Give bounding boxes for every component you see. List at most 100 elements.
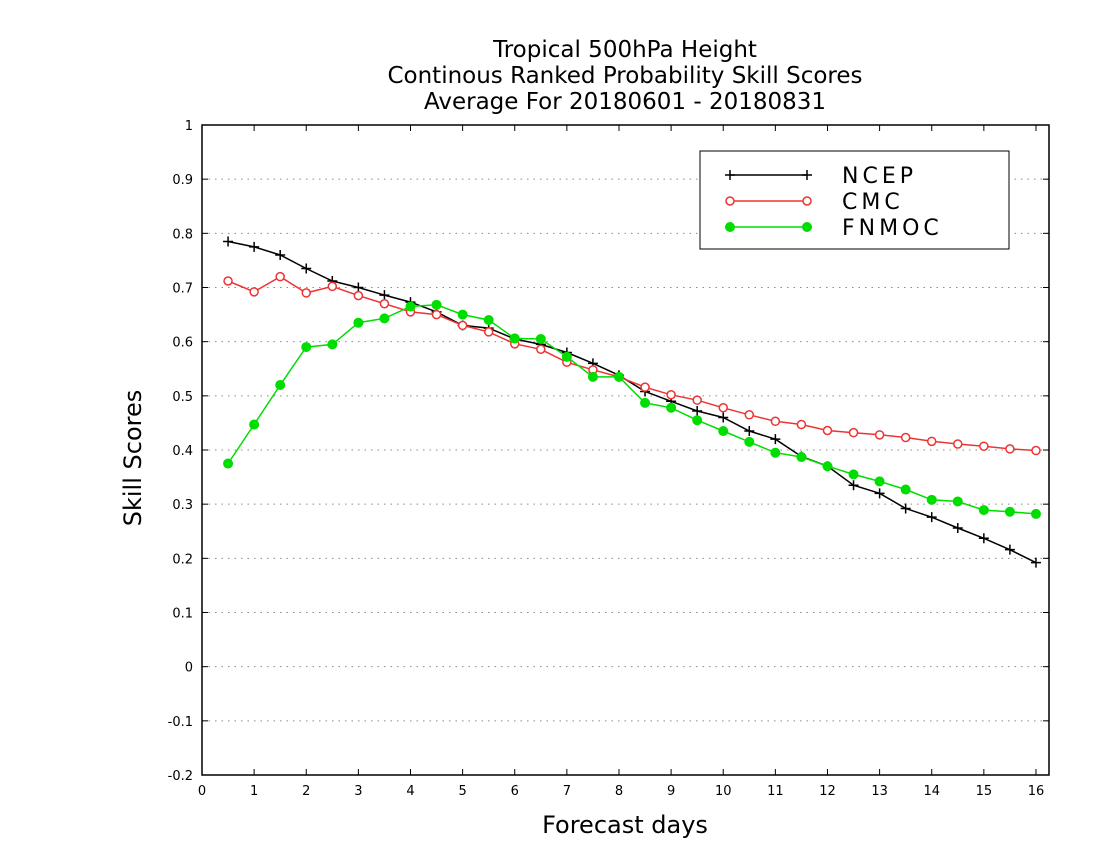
- data-point-fnmoc: [692, 415, 703, 426]
- y-tick-label: 0.1: [172, 607, 193, 622]
- data-point-fnmoc: [874, 476, 885, 487]
- data-point-ncep: [952, 523, 963, 533]
- data-point-cmc: [483, 327, 494, 337]
- data-point-cmc: [692, 395, 702, 405]
- data-point-ncep: [926, 512, 937, 523]
- data-point-fnmoc: [978, 505, 989, 516]
- data-point-cmc: [457, 320, 468, 331]
- series-ncep: [223, 236, 1041, 568]
- x-tick-label: 1: [250, 784, 258, 799]
- data-point-cmc: [979, 441, 989, 451]
- data-point-cmc: [718, 403, 728, 413]
- x-tick-label: 6: [511, 784, 519, 799]
- data-point-ncep: [874, 488, 885, 499]
- x-tick-label: 0: [198, 784, 206, 799]
- x-axis: 0 1 2 3 4 5 6 7 8 9 10 11 12 13 14 15 16: [198, 125, 1044, 799]
- data-point-fnmoc: [509, 333, 520, 344]
- data-point-fnmoc: [457, 309, 468, 320]
- legend-box: [699, 150, 1010, 250]
- data-point-cmc: [874, 430, 885, 440]
- data-point-fnmoc: [640, 397, 651, 408]
- x-tick-label: 3: [354, 784, 362, 799]
- data-point-fnmoc: [483, 315, 494, 325]
- data-point-cmc: [770, 416, 781, 427]
- data-point-cmc: [275, 271, 285, 282]
- data-point-ncep: [249, 241, 260, 252]
- data-point-fnmoc: [431, 299, 442, 310]
- y-tick-label: 0.5: [172, 390, 193, 405]
- y-tick-label: 0.3: [172, 498, 193, 513]
- y-tick-label: 0.6: [172, 336, 193, 351]
- grid: [202, 178, 1049, 722]
- y-tick-label: -0.2: [168, 769, 193, 784]
- data-point-ncep: [770, 434, 781, 445]
- data-point-fnmoc: [223, 458, 234, 469]
- data-point-cmc: [1005, 444, 1015, 454]
- legend-label-cmc: CMC: [842, 190, 904, 215]
- data-point-fnmoc: [613, 371, 624, 382]
- data-point-cmc: [223, 276, 233, 286]
- data-point-ncep: [900, 503, 911, 514]
- series-line-cmc: [227, 275, 1037, 452]
- x-axis-label: Forecast days: [542, 811, 708, 839]
- y-tick-label: 1: [185, 119, 193, 134]
- y-axis: -0.2 -0.1 0 0.1 0.2 0.3 0.4 0.5 0.6 0.7 0.8 0.9 1: [168, 119, 1049, 784]
- data-point-cmc: [666, 390, 676, 400]
- series-fnmoc: [223, 299, 1041, 519]
- data-point-ncep: [848, 480, 859, 491]
- data-point-fnmoc: [1030, 508, 1041, 519]
- data-point-ncep: [301, 263, 312, 274]
- data-point-fnmoc: [744, 436, 755, 447]
- data-point-fnmoc: [1004, 506, 1015, 517]
- data-point-cmc: [536, 344, 546, 354]
- data-point-cmc: [431, 309, 442, 320]
- y-tick-label: 0: [185, 661, 193, 676]
- y-tick-label: 0.2: [172, 552, 193, 567]
- x-tick-label: 9: [667, 784, 675, 799]
- y-tick-label: 0.8: [172, 227, 193, 242]
- title-line: Continous Ranked Probability Skill Score…: [387, 63, 862, 89]
- data-point-fnmoc: [822, 461, 833, 472]
- series-line-ncep: [227, 240, 1037, 564]
- x-tick-label: 5: [458, 784, 466, 799]
- data-point-fnmoc: [926, 494, 937, 505]
- title-line: Tropical 500hPa Height: [492, 37, 757, 63]
- data-point-cmc: [379, 299, 390, 309]
- series: [223, 236, 1041, 568]
- legend-marker-cmc: [725, 196, 735, 206]
- data-point-cmc: [848, 427, 859, 438]
- data-point-fnmoc: [848, 469, 859, 480]
- x-tick-label: 7: [563, 784, 571, 799]
- x-tick-label: 13: [871, 784, 888, 799]
- data-point-cmc: [640, 382, 650, 392]
- data-point-cmc: [301, 288, 311, 298]
- data-point-cmc: [926, 436, 937, 447]
- x-tick-label: 10: [715, 784, 732, 799]
- legend-marker-ncep: [802, 170, 812, 180]
- title-line: Average For 20180601 - 20180831: [424, 89, 826, 115]
- x-tick-label: 16: [1028, 784, 1045, 799]
- data-point-cmc: [353, 290, 364, 301]
- data-point-ncep: [692, 406, 703, 416]
- data-point-fnmoc: [275, 380, 286, 390]
- data-point-cmc: [327, 281, 338, 292]
- data-point-cmc: [953, 439, 963, 449]
- data-point-ncep: [379, 290, 390, 301]
- x-tick-label: 2: [302, 784, 310, 799]
- data-point-fnmoc: [770, 447, 781, 458]
- data-point-ncep: [1004, 544, 1015, 555]
- data-point-cmc: [796, 419, 807, 430]
- x-tick-label: 8: [615, 784, 623, 799]
- y-tick-label: 0.4: [172, 444, 193, 459]
- x-tick-label: 4: [406, 784, 414, 799]
- x-tick-label: 15: [976, 784, 993, 799]
- data-point-ncep: [223, 236, 234, 247]
- data-point-fnmoc: [900, 484, 911, 495]
- data-point-fnmoc: [353, 317, 364, 328]
- legend-marker-ncep: [725, 170, 735, 180]
- data-point-cmc: [900, 432, 911, 443]
- data-point-fnmoc: [561, 351, 572, 362]
